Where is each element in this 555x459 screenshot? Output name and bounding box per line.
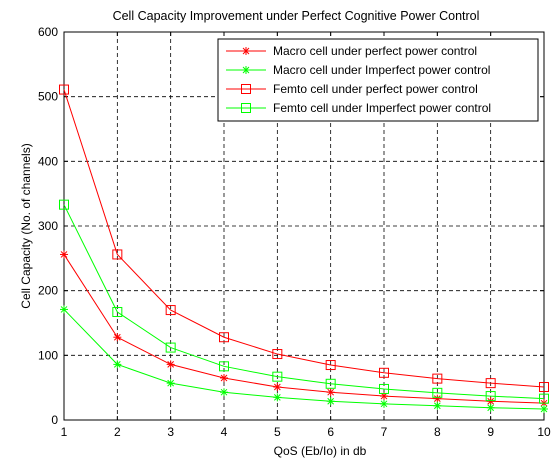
data-point [220, 388, 228, 397]
data-point [432, 387, 443, 398]
data-point [60, 305, 68, 314]
legend-box [217, 38, 539, 122]
legend-marker [242, 47, 250, 55]
data-point [273, 393, 282, 402]
legend-label: Macro cell under perfect power control [273, 44, 477, 58]
series-line [63, 254, 545, 404]
y-tick-label: 200 [38, 284, 58, 298]
x-tick-label: 9 [487, 425, 494, 439]
y-tick-label: 100 [38, 348, 58, 362]
series-line [63, 309, 545, 410]
legend: Macro cell under perfect power control Ma… [217, 38, 539, 122]
y-tick-label: 300 [38, 219, 58, 233]
x-axis-label: QoS (Eb/Io) in db [274, 444, 367, 458]
y-tick-label: 500 [38, 90, 58, 104]
data-point [539, 393, 549, 404]
x-tick-label: 8 [434, 425, 441, 439]
data-point [485, 378, 496, 389]
data-point [166, 360, 175, 369]
data-point [219, 361, 229, 372]
data-point [272, 349, 283, 360]
x-tick-label: 1 [61, 425, 68, 439]
legend-label: Femto cell under Imperfect power control [273, 101, 491, 115]
data-point [165, 305, 176, 316]
x-tick-label: 4 [221, 425, 228, 439]
data-point [379, 383, 389, 394]
data-point [112, 249, 123, 260]
data-point [59, 84, 69, 95]
data-point [273, 383, 282, 392]
data-point [220, 373, 228, 382]
y-axis-label: Cell Capacity (No. of channels) [19, 143, 33, 308]
data-point [113, 360, 122, 369]
data-point [485, 391, 496, 402]
data-point [113, 333, 122, 342]
y-tick-label: 400 [38, 154, 58, 168]
data-point [433, 394, 442, 403]
legend-marker [241, 84, 251, 94]
data-point [326, 388, 335, 397]
data-point [325, 378, 336, 389]
series-line [63, 204, 545, 400]
data-point [219, 332, 229, 343]
x-tick-label: 2 [114, 425, 121, 439]
data-point [380, 399, 388, 408]
x-tick-label: 5 [274, 425, 281, 439]
legend-label: Macro cell under Imperfect power control [273, 63, 490, 77]
legend-marker [242, 66, 250, 74]
series-2 [60, 305, 548, 414]
data-point [540, 405, 548, 414]
series-4 [59, 199, 549, 404]
series-3 [59, 84, 549, 393]
data-point [325, 360, 336, 371]
data-point [59, 199, 69, 210]
legend-item: Femto cell under Imperfect power control [226, 101, 491, 115]
data-point [272, 371, 283, 382]
x-tick-label: 10 [537, 425, 551, 439]
x-tick-label: 7 [381, 425, 388, 439]
data-point [379, 367, 389, 378]
y-tick-label: 0 [51, 413, 58, 427]
data-point [433, 401, 442, 410]
legend-marker [241, 103, 251, 113]
data-point [165, 342, 176, 353]
legend-item: Femto cell under perfect power control [226, 82, 478, 96]
series-line [63, 89, 545, 388]
data-point [60, 250, 68, 259]
data-point [539, 382, 549, 393]
data-point [432, 373, 443, 384]
x-tick-label: 6 [327, 425, 334, 439]
data-point [326, 397, 335, 406]
legend-item: Macro cell under Imperfect power control [226, 63, 490, 77]
y-tick-label: 600 [38, 25, 58, 39]
data-point [166, 379, 175, 388]
x-tick-label: 3 [167, 425, 174, 439]
legend-item: Macro cell under perfect power control [226, 44, 477, 58]
chart-title: Cell Capacity Improvement under Perfect … [113, 9, 480, 23]
data-point [486, 403, 495, 412]
data-point [112, 307, 123, 318]
series-layer [59, 84, 549, 414]
legend-label: Femto cell under perfect power control [273, 82, 478, 96]
